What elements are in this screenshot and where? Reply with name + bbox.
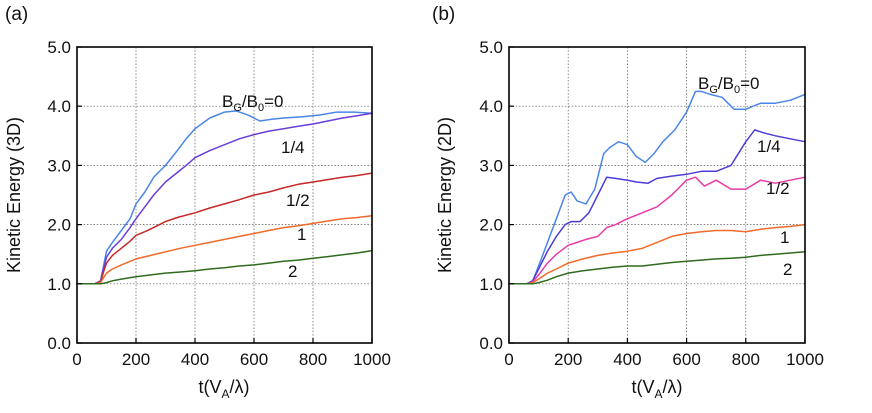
series-line-a-4	[76, 249, 373, 285]
x-axis-label-b: t(VA/λ)	[631, 377, 682, 401]
curve-label-a-1: 1/4	[281, 138, 305, 157]
curve-label-b-0-b: /B	[718, 74, 734, 93]
y-tick-label-a-1: 1.0	[47, 275, 71, 294]
x-axis-label-a-end: /λ)	[230, 377, 250, 397]
x-tick-label-a-0: 0	[72, 350, 81, 369]
x-tick-label-b-0: 0	[504, 350, 513, 369]
y-tick-label-a-5: 5.0	[47, 38, 71, 57]
x-tick-label-a-3: 600	[240, 350, 268, 369]
y-tick-label-b-3: 3.0	[479, 156, 503, 175]
panel-2d: (b) 0 200 400 600 800 10000.01.02.03.04.05.0 …	[432, 4, 824, 401]
y-axis-label-b: Kinetic Energy (2D)	[435, 117, 455, 273]
x-tick-label-a-2: 400	[181, 350, 209, 369]
curve-label-a-0-bsub: 0	[258, 102, 264, 114]
curve-label-a-0-a: B	[222, 92, 233, 111]
curve-label-b-2: 1/2	[766, 179, 790, 198]
x-axis-label-a: t(VA/λ)	[198, 377, 249, 401]
series-line-b-2	[508, 176, 806, 285]
x-axis-label-a-sub: A	[222, 387, 230, 401]
y-tick-label-a-2: 2.0	[47, 216, 71, 235]
curve-label-b-0-bsub: 0	[734, 84, 740, 96]
curve-label-a-0-b: /B	[242, 92, 258, 111]
plot-frame-b	[508, 46, 806, 344]
x-axis-label-b-main: t(V	[631, 377, 654, 397]
panel-3d: (a) 0 200 400 600 800 10000.01.02.03.04.05.0 …	[4, 4, 391, 401]
curve-label-b-0-a: B	[698, 74, 709, 93]
y-tick-label-a-3: 3.0	[47, 156, 71, 175]
series-line-a-1	[76, 112, 373, 285]
x-axis-label-b-sub: A	[655, 387, 663, 401]
x-axis-label-a-main: t(V	[198, 377, 221, 397]
x-tick-label-b-5: 1000	[786, 350, 824, 369]
y-tick-label-b-2: 2.0	[479, 216, 503, 235]
series-line-b-0	[508, 90, 806, 285]
curve-label-b-0-c: =0	[740, 74, 759, 93]
x-tick-label-b-2: 400	[613, 350, 641, 369]
y-tick-label-b-1: 1.0	[479, 275, 503, 294]
y-tick-label-b-4: 4.0	[479, 97, 503, 116]
series-line-b-4	[508, 251, 806, 285]
y-tick-label-b-0: 0.0	[479, 334, 503, 353]
x-tick-label-a-1: 200	[122, 350, 150, 369]
series-group-b	[508, 90, 806, 285]
x-tick-label-b-3: 600	[672, 350, 700, 369]
panel-label-b: (b)	[432, 4, 455, 25]
series-line-a-2	[76, 172, 373, 285]
curve-label-b-0: BG/B0=0	[698, 74, 759, 96]
curve-label-b-4: 2	[783, 260, 792, 279]
x-tick-label-a-4: 800	[299, 350, 327, 369]
y-tick-label-a-0: 0.0	[47, 334, 71, 353]
series-line-a-3	[76, 214, 373, 285]
grid-b	[509, 47, 805, 343]
curve-label-a-0-asub: G	[233, 102, 242, 114]
ticks-b: 0 200 400 600 800 1000 0.0 1.0 2.0 3.0 4.0 5.0	[479, 38, 824, 369]
y-tick-label-b-5: 5.0	[479, 38, 503, 57]
curve-label-b-3: 1	[780, 228, 789, 247]
series-line-a-0	[76, 110, 373, 285]
x-tick-label-b-1: 200	[554, 350, 582, 369]
x-tick-label-b-4: 800	[732, 350, 760, 369]
curve-label-a-3: 1	[297, 225, 306, 244]
curve-label-a-4: 2	[288, 262, 297, 281]
curve-label-b-1: 1/4	[757, 137, 781, 156]
panel-label-a: (a)	[5, 4, 28, 25]
curve-label-b-0-asub: G	[709, 84, 718, 96]
series-line-b-3	[508, 223, 806, 285]
x-tick-label-a-5: 1000	[353, 350, 391, 369]
curve-label-a-0: BG/B0=0	[222, 92, 283, 114]
curve-label-a-0-c: =0	[264, 92, 283, 111]
series-line-b-1	[508, 129, 806, 285]
curve-label-a-2: 1/2	[286, 191, 310, 210]
series-group-a	[76, 110, 373, 285]
x-axis-label-b-end: /λ)	[663, 377, 683, 397]
plot-frame-a	[76, 46, 373, 344]
y-axis-label-a: Kinetic Energy (3D)	[4, 117, 24, 273]
y-tick-label-a-4: 4.0	[47, 97, 71, 116]
ticks-a: 0 200 400 600 800 1000 0.0 1.0 2.0 3.0 4.0 5.0	[47, 38, 391, 369]
